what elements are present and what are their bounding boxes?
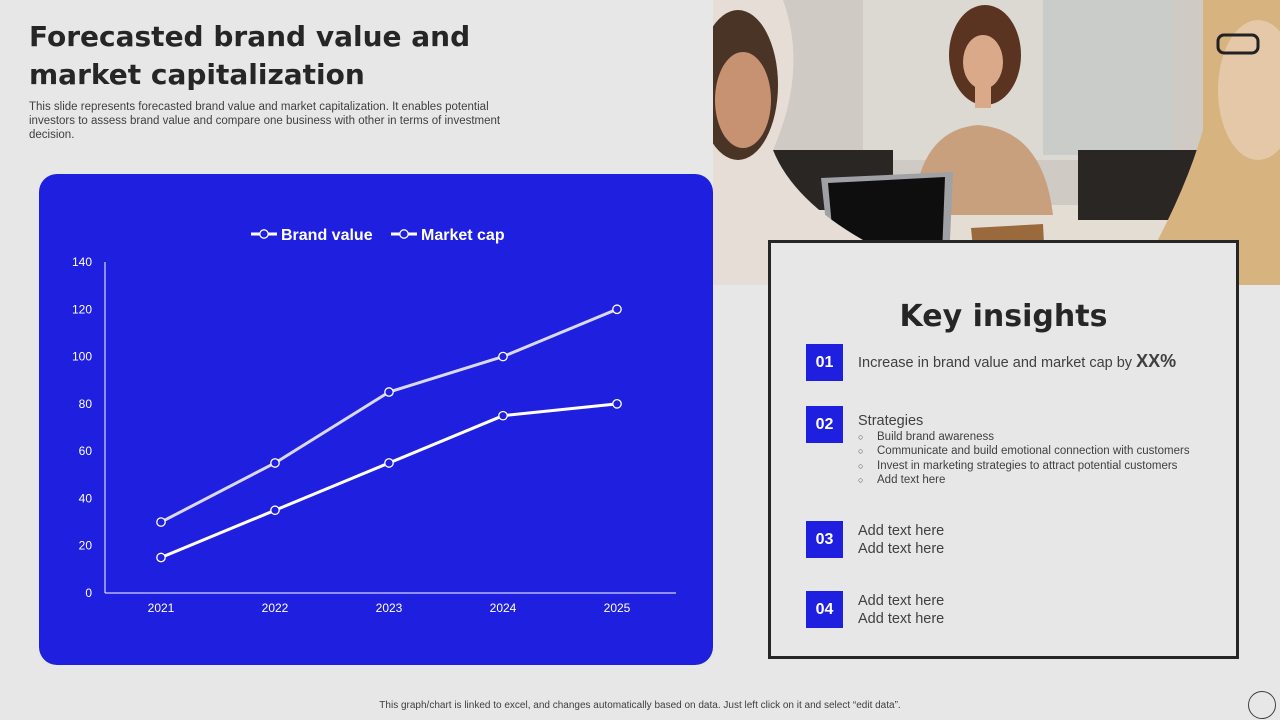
page-subtitle: This slide represents forecasted brand v… bbox=[29, 101, 501, 141]
data-point bbox=[612, 304, 622, 315]
legend-label: Brand value bbox=[281, 227, 373, 244]
x-tick-label: 2021 bbox=[148, 601, 175, 615]
legend-marker bbox=[399, 229, 409, 239]
data-point bbox=[156, 517, 166, 527]
y-tick-label: 120 bbox=[72, 302, 92, 316]
y-tick-label: 40 bbox=[79, 491, 93, 505]
strategy-item: Communicate and build emotional connecti… bbox=[858, 444, 1190, 459]
insight-04-line-2: Add text here bbox=[858, 611, 945, 627]
x-tick-label: 2024 bbox=[490, 601, 517, 615]
insight-number-01: 01 bbox=[806, 344, 843, 381]
insight-number-04: 04 bbox=[806, 591, 843, 628]
insight-number-02: 02 bbox=[806, 406, 843, 443]
x-tick-label: 2022 bbox=[262, 601, 289, 615]
legend-marker bbox=[259, 229, 269, 239]
data-point bbox=[270, 458, 280, 468]
data-point bbox=[612, 399, 622, 409]
data-point bbox=[384, 458, 394, 468]
corner-circle-icon bbox=[1248, 691, 1276, 719]
strategies-list: Build brand awareness Communicate and bu… bbox=[858, 430, 1190, 487]
insight-04-line-1: Add text here bbox=[858, 593, 945, 609]
insight-01-highlight: XX% bbox=[1136, 351, 1177, 371]
chart-panel bbox=[39, 174, 713, 665]
footer-note: This graph/chart is linked to excel, and… bbox=[379, 700, 901, 711]
insight-02-heading: Strategies bbox=[858, 413, 924, 429]
insight-number-03: 03 bbox=[806, 521, 843, 558]
strategy-item: Build brand awareness bbox=[858, 430, 1190, 445]
legend-label: Market cap bbox=[421, 227, 505, 244]
y-tick-label: 140 bbox=[72, 255, 92, 269]
data-point bbox=[384, 387, 394, 397]
data-point bbox=[498, 410, 508, 421]
series-line-0 bbox=[160, 307, 618, 524]
y-tick-label: 60 bbox=[79, 444, 93, 458]
page-title: Forecasted brand value and market capita… bbox=[29, 20, 471, 91]
data-point bbox=[498, 351, 508, 362]
x-tick-label: 2025 bbox=[604, 601, 631, 615]
strategy-item: Invest in marketing strategies to attrac… bbox=[858, 459, 1190, 474]
y-tick-label: 0 bbox=[85, 586, 92, 600]
insights-title: Key insights bbox=[899, 299, 1108, 334]
insight-03-line-1: Add text here bbox=[858, 523, 945, 539]
data-point bbox=[270, 505, 280, 516]
insight-01-label: Increase in brand value and market cap b… bbox=[858, 355, 1137, 371]
insight-03-line-2: Add text here bbox=[858, 541, 945, 557]
y-tick-label: 80 bbox=[79, 397, 93, 411]
insight-01-text: Increase in brand value and market cap b… bbox=[858, 352, 1176, 372]
x-tick-label: 2023 bbox=[376, 601, 403, 615]
line-chart: 0 20 40 60 80 100 120 140 2021 2022 2023 2024 2025 Br… bbox=[72, 227, 676, 615]
y-tick-label: 100 bbox=[72, 350, 92, 364]
y-tick-label: 20 bbox=[79, 539, 93, 553]
data-point bbox=[156, 552, 166, 563]
strategy-item: Add text here bbox=[858, 473, 1190, 488]
series-line-1 bbox=[160, 402, 618, 559]
